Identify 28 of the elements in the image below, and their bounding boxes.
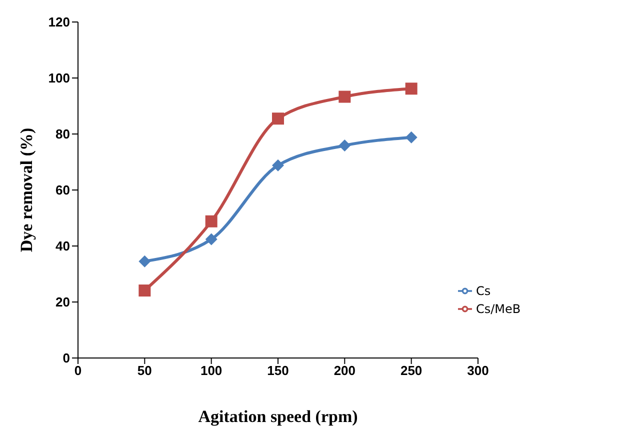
point bbox=[272, 112, 284, 125]
point bbox=[338, 90, 351, 103]
y-tick-label: 40 bbox=[56, 238, 70, 254]
y-tick-label: 0 bbox=[62, 350, 70, 366]
point bbox=[405, 82, 418, 95]
x-tick-label: 250 bbox=[400, 363, 422, 378]
point bbox=[205, 215, 218, 228]
point bbox=[272, 159, 284, 172]
x-tick-label: 200 bbox=[334, 363, 356, 378]
y-tick-label: 120 bbox=[48, 14, 70, 30]
x-tick-label: 100 bbox=[200, 363, 222, 378]
y-tick-label: 100 bbox=[48, 70, 70, 86]
y-axis-title: Dye removal (%) bbox=[17, 128, 36, 252]
y-tick-label: 80 bbox=[56, 126, 70, 142]
point bbox=[405, 131, 418, 144]
x-axis-title: Agitation speed (rpm) bbox=[198, 407, 358, 426]
x-tick-label: 50 bbox=[137, 363, 152, 378]
point bbox=[205, 233, 218, 246]
x-tick-label: 150 bbox=[267, 363, 289, 378]
y-tick-label: 20 bbox=[56, 294, 70, 310]
point bbox=[138, 284, 151, 297]
y-tick-label: 60 bbox=[56, 182, 70, 198]
x-tick-label: 300 bbox=[467, 363, 489, 378]
point bbox=[138, 255, 151, 268]
point bbox=[338, 139, 351, 152]
legend-label: Cs/MeB bbox=[476, 302, 521, 316]
x-tick-label: 0 bbox=[74, 363, 82, 378]
legend-label: Cs bbox=[476, 284, 491, 298]
